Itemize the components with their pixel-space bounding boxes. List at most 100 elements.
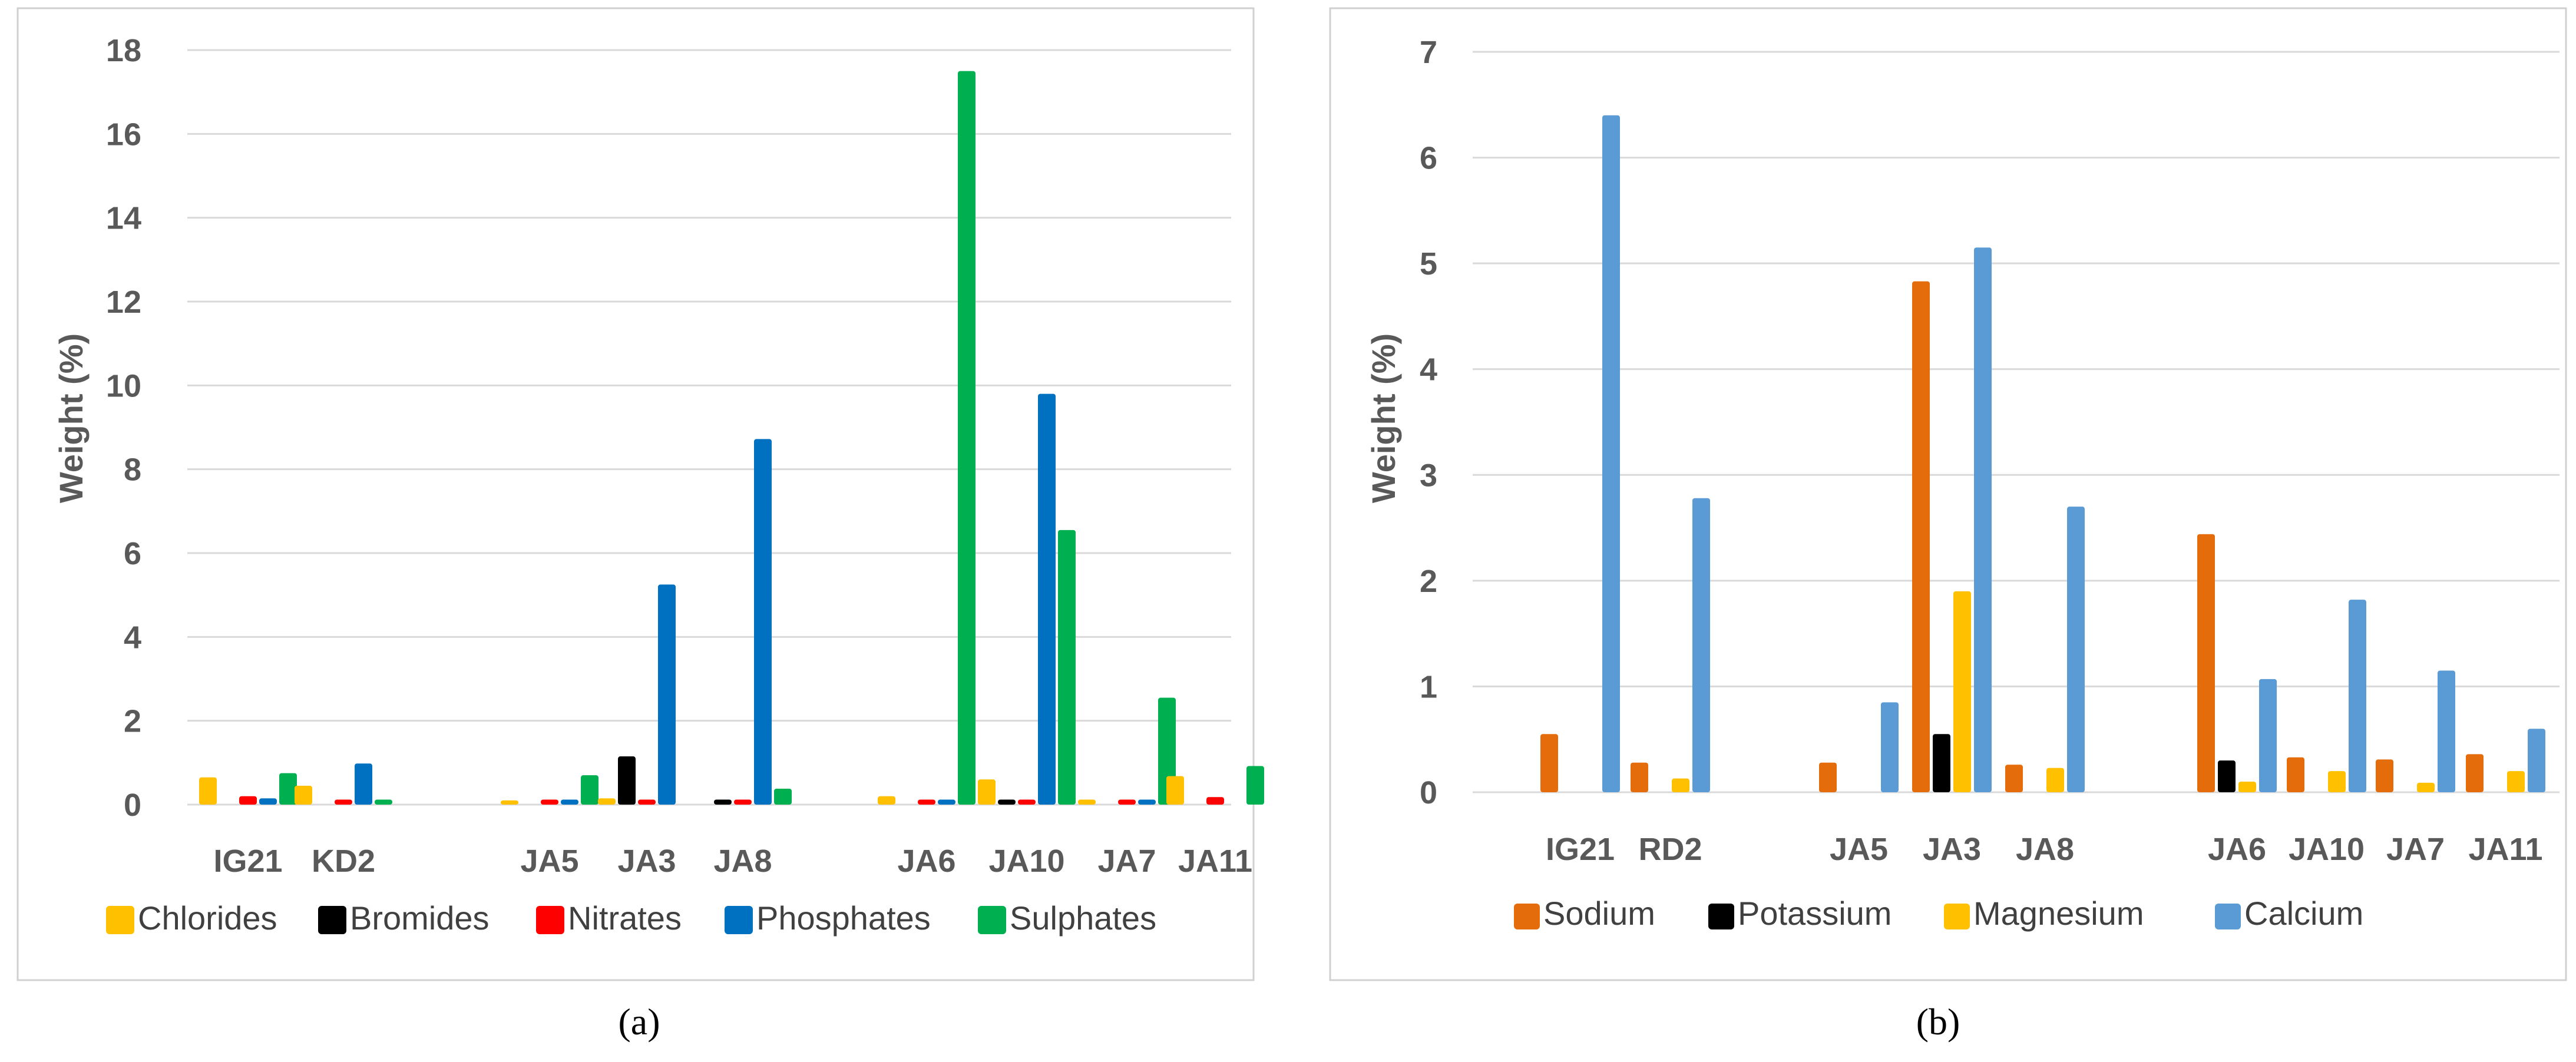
- bar-chlorides-ja7: [1078, 799, 1096, 805]
- bar-phosphates-ja10: [1038, 393, 1056, 805]
- bar-calcium-ig21: [1602, 115, 1620, 792]
- bar-nitrates-ja5: [541, 799, 558, 805]
- bar-nitrates-ja10: [1018, 799, 1036, 805]
- legend-swatch-calcium: [2215, 904, 2241, 929]
- x-tick-label: JA3: [1923, 832, 1981, 867]
- bar-sodium-ja6: [2197, 534, 2215, 792]
- bar-potassium-ja3: [1933, 734, 1950, 792]
- legend-label-potassium: Potassium: [1738, 895, 1892, 932]
- x-tick-label: KD2: [312, 843, 375, 879]
- bar-chlorides-ja5: [501, 800, 518, 805]
- bar-calcium-ja7: [2438, 670, 2455, 792]
- bar-sodium-ja3: [1912, 281, 1930, 792]
- bar-sulphates-ig21: [279, 773, 297, 805]
- legend-swatch-sodium: [1514, 904, 1540, 929]
- chart-a-y-axis-label: Weight (%): [52, 333, 90, 503]
- legend-swatch-nitrates: [536, 906, 564, 934]
- legend-label-nitrates: Nitrates: [568, 899, 682, 937]
- bar-sodium-ja11: [2466, 754, 2484, 792]
- y-tick-label: 3: [1420, 458, 1437, 493]
- bar-calcium-ja6: [2259, 679, 2277, 792]
- bar-sulphates-ja5: [581, 775, 598, 805]
- legend-swatch-potassium: [1708, 904, 1734, 929]
- bar-magnesium-ja3: [1953, 591, 1971, 792]
- x-tick-label: JA10: [988, 843, 1064, 879]
- bar-nitrates-ja3: [638, 799, 656, 805]
- bar-sodium-ja10: [2287, 757, 2304, 792]
- bar-sulphates-kd2: [375, 799, 392, 805]
- y-tick-label: 8: [124, 452, 141, 488]
- x-tick-label: JA10: [2289, 832, 2365, 867]
- bar-magnesium-ja10: [2328, 771, 2346, 792]
- y-tick-label: 12: [106, 284, 141, 320]
- bar-calcium-ja5: [1881, 702, 1899, 792]
- x-tick-label: JA8: [2016, 832, 2074, 867]
- legend-label-sulphates: Sulphates: [1010, 899, 1156, 937]
- bar-sulphates-ja8: [774, 788, 792, 805]
- x-tick-label: JA11: [1178, 843, 1252, 879]
- chart-a: 0 2 4 6 8 10 12 14 16 18 IG21 KD2 JA5 JA3 JA8 JA6 JA10 J…: [52, 33, 1264, 937]
- bar-nitrates-ig21: [239, 796, 257, 805]
- bar-sulphates-ja10: [1058, 530, 1076, 805]
- bar-calcium-rd2: [1692, 498, 1710, 792]
- x-tick-label: JA7: [2386, 832, 2445, 867]
- bar-phosphates-ig21: [259, 798, 277, 805]
- chart-b-bars: [1540, 115, 2545, 792]
- legend-label-phosphates: Phosphates: [756, 899, 931, 937]
- chart-b-caption: (b): [1916, 1001, 1960, 1043]
- chart-a-bars: [199, 71, 1264, 805]
- bar-sodium-ja7: [2376, 759, 2393, 792]
- x-tick-label: JA8: [713, 843, 772, 879]
- bar-chlorides-ja11: [1166, 776, 1184, 805]
- bar-calcium-ja11: [2528, 729, 2545, 792]
- y-tick-label: 18: [106, 33, 141, 68]
- bar-magnesium-ja8: [2046, 767, 2064, 792]
- x-tick-label: JA3: [617, 843, 676, 879]
- bar-potassium-ja6: [2218, 760, 2236, 792]
- y-tick-label: 6: [124, 536, 141, 571]
- y-tick-label: 0: [1420, 775, 1437, 810]
- chart-b-frame: [1329, 7, 2567, 981]
- bar-phosphates-kd2: [355, 763, 372, 805]
- chart-a-y-ticks: 0 2 4 6 8 10 12 14 16 18: [106, 33, 141, 823]
- bar-nitrates-ja11: [1206, 797, 1224, 805]
- bar-phosphates-ja8: [754, 439, 772, 805]
- bar-calcium-ja8: [2067, 507, 2085, 792]
- bar-sulphates-ja6: [958, 71, 975, 805]
- chart-a-legend: Chlorides Bromides Nitrates Phosphates Sulph…: [106, 899, 1156, 937]
- chart-a-caption: (a): [618, 1001, 660, 1043]
- bar-bromides-ja8: [714, 799, 732, 805]
- legend-label-magnesium: Magnesium: [1973, 895, 2144, 932]
- y-tick-label: 5: [1420, 246, 1437, 282]
- y-tick-label: 7: [1420, 35, 1437, 70]
- y-tick-label: 4: [1420, 352, 1437, 388]
- x-tick-label: JA11: [2468, 832, 2542, 867]
- bar-calcium-ja3: [1974, 247, 1992, 792]
- chart-a-x-ticks: IG21 KD2 JA5 JA3 JA8 JA6 JA10 JA7 JA11: [213, 843, 1252, 879]
- y-tick-label: 1: [1420, 669, 1437, 704]
- legend-swatch-sulphates: [978, 906, 1006, 934]
- bar-sodium-ja8: [2005, 765, 2023, 792]
- y-tick-label: 2: [1420, 564, 1437, 599]
- x-tick-label: RD2: [1638, 832, 1702, 867]
- bar-magnesium-ja6: [2238, 782, 2256, 792]
- bar-phosphates-ja6: [938, 799, 955, 805]
- bar-sulphates-ja11: [1246, 766, 1264, 805]
- y-tick-label: 0: [124, 788, 141, 823]
- chart-b-y-ticks: 0 1 2 3 4 5 6 7: [1420, 35, 1437, 810]
- bar-sodium-rd2: [1631, 762, 1648, 792]
- bar-chlorides-ig21: [199, 777, 217, 805]
- bar-bromides-ja3: [618, 756, 636, 805]
- legend-swatch-magnesium: [1944, 904, 1970, 929]
- chart-b-y-axis-label: Weight (%): [1365, 333, 1402, 503]
- legend-label-bromides: Bromides: [350, 899, 490, 937]
- x-tick-label: IG21: [213, 843, 282, 879]
- legend-label-sodium: Sodium: [1543, 895, 1655, 932]
- x-tick-label: JA5: [1830, 832, 1888, 867]
- chart-a-frame: [16, 7, 1255, 981]
- chart-b-legend: Sodium Potassium Magnesium Calcium: [1514, 895, 2363, 932]
- bar-calcium-ja10: [2349, 600, 2366, 792]
- bar-sodium-ig21: [1540, 734, 1558, 792]
- y-tick-label: 2: [124, 704, 141, 739]
